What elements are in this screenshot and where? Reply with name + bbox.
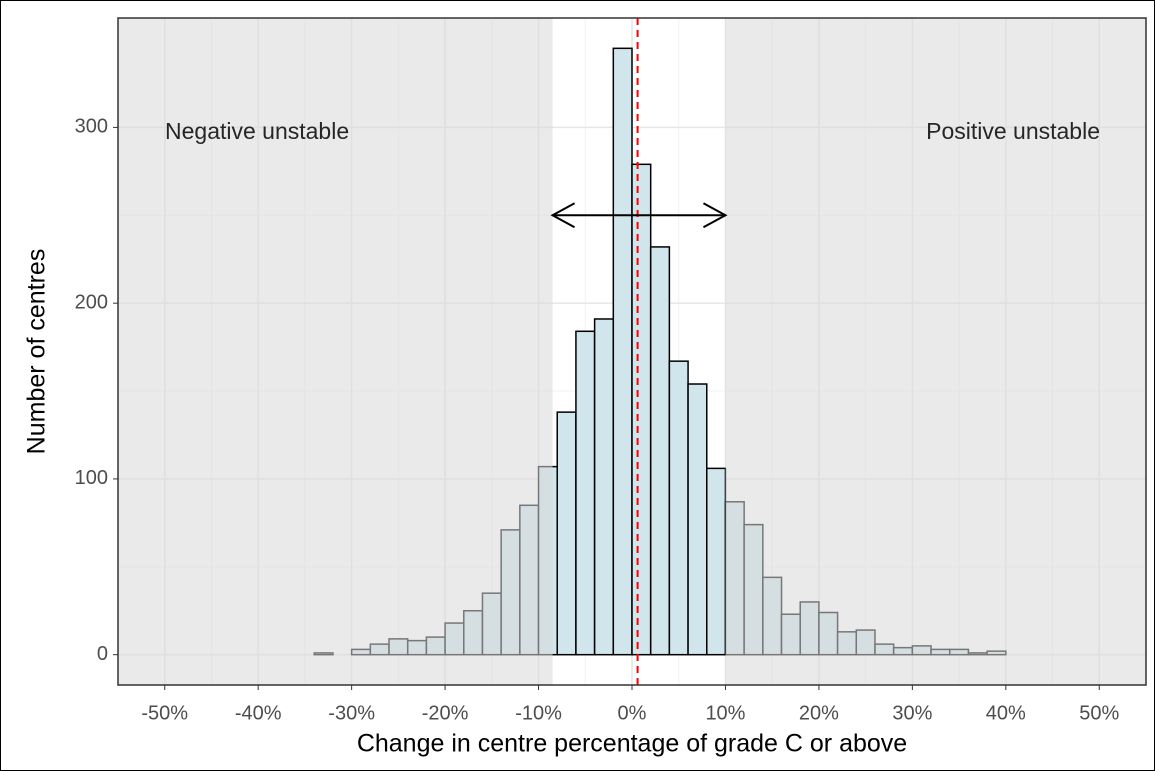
x-tick-label: 30%	[892, 702, 932, 724]
bar	[668, 360, 689, 656]
bar	[575, 330, 596, 656]
y-axis-title: Number of centres	[23, 249, 51, 455]
annotation: Positive unstable	[926, 118, 1100, 144]
arrow-head	[550, 202, 576, 229]
x-tick-label: 50%	[1079, 702, 1119, 724]
bar	[631, 163, 652, 656]
arrow-head	[702, 202, 728, 229]
x-tick-label: -50%	[141, 702, 188, 724]
y-tick-label: 100	[75, 467, 108, 489]
annotation: Negative unstable	[165, 118, 349, 144]
x-tick-label: 40%	[986, 702, 1026, 724]
bar	[706, 467, 727, 656]
bar	[556, 411, 577, 656]
unstable-region	[118, 18, 553, 685]
x-axis-title: Change in centre percentage of grade C o…	[357, 730, 907, 758]
panel-border	[117, 17, 1147, 686]
bar	[593, 318, 615, 656]
unstable-region	[725, 18, 1146, 685]
x-tick-label: -40%	[235, 702, 282, 724]
bar	[612, 47, 633, 656]
y-tick-label: 0	[97, 643, 108, 665]
y-tick-label: 200	[75, 291, 108, 313]
bar	[687, 383, 708, 656]
x-tick-label: -10%	[515, 702, 562, 724]
x-tick-label: 20%	[799, 702, 839, 724]
x-tick-label: 0%	[618, 702, 647, 724]
y-tick-label: 300	[75, 116, 108, 138]
x-tick-label: -30%	[328, 702, 375, 724]
x-tick-label: -20%	[422, 702, 469, 724]
x-tick-label: 10%	[705, 702, 745, 724]
bar	[649, 246, 671, 656]
